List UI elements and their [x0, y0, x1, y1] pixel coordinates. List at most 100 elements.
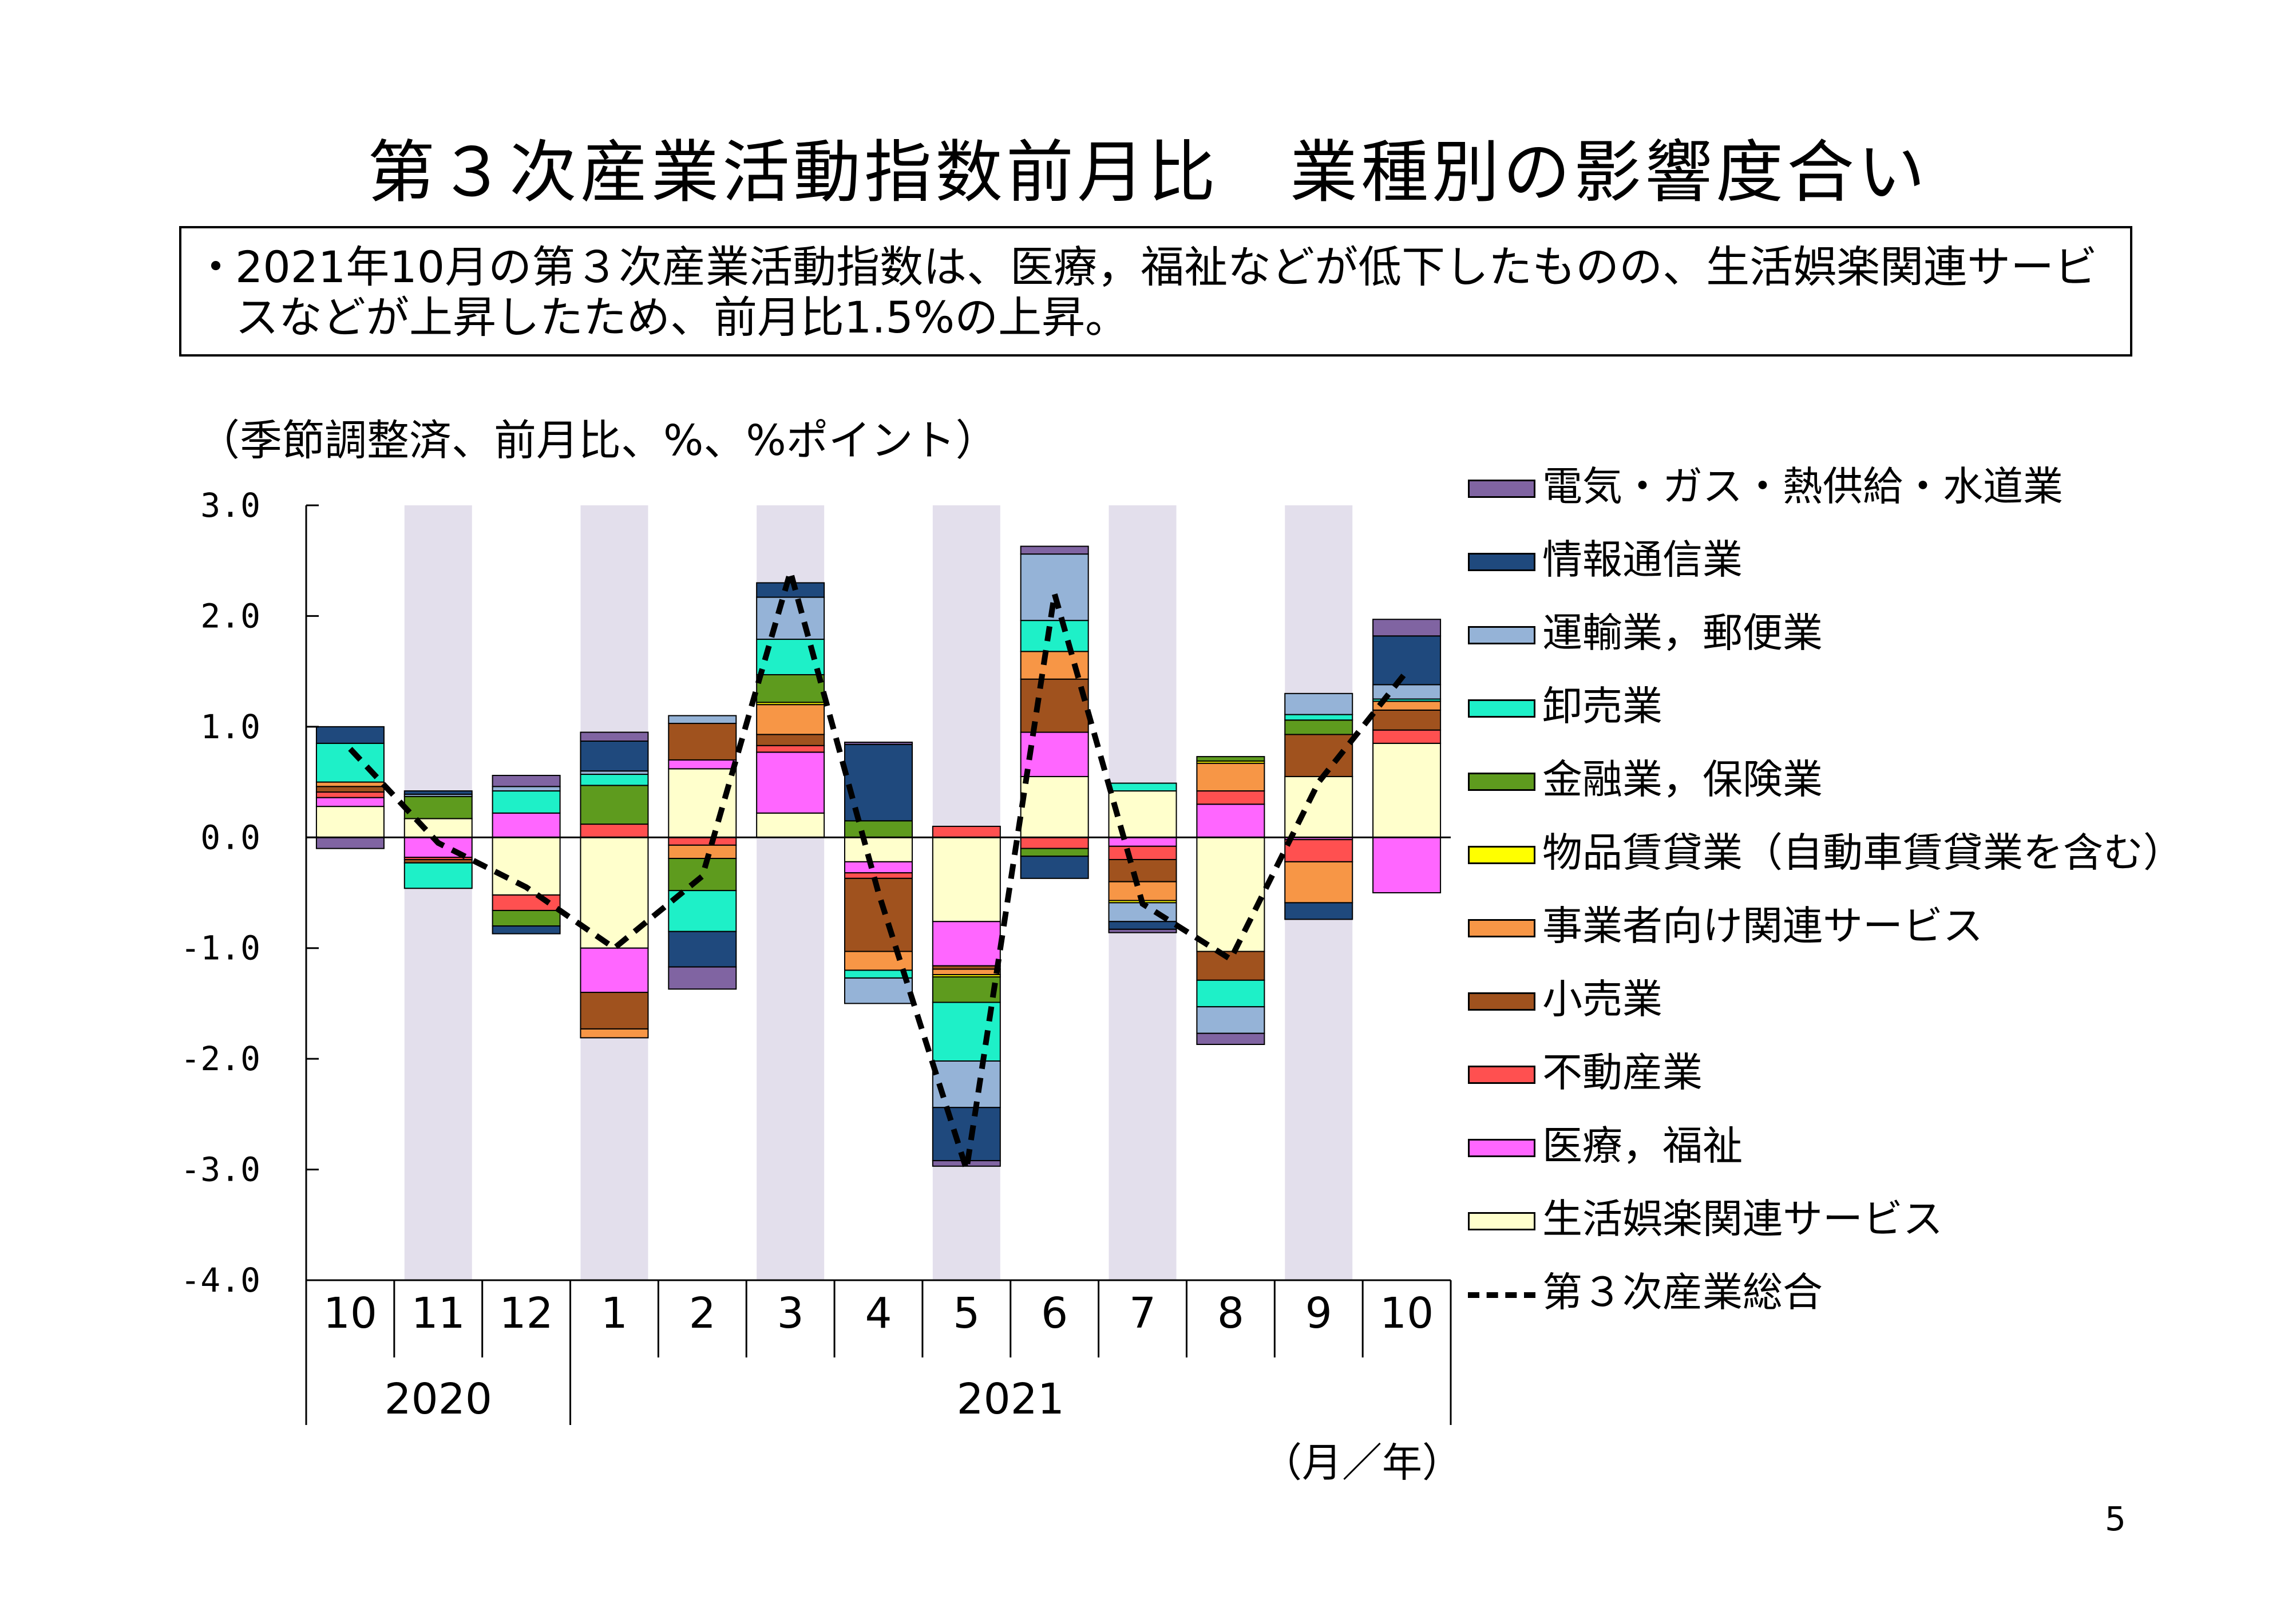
bar-segment: [1196, 790, 1265, 805]
summary-text: 2021年10月の第３次産業活動指数は、医療，福祉などが低下したものの、生活娯楽…: [235, 242, 2098, 343]
legend-line-swatch: [1468, 1292, 1535, 1298]
bar-segment: [756, 596, 825, 640]
bar-segment: [1020, 731, 1089, 777]
bar-segment: [1284, 861, 1353, 904]
legend-swatch: [1468, 1139, 1535, 1157]
legend-item: 医療，福祉: [1468, 1120, 2269, 1171]
bar-segment: [668, 931, 737, 968]
bar-segment: [1020, 837, 1089, 849]
legend-label: 第３次産業総合: [1542, 1269, 1823, 1316]
bar-segment: [1108, 928, 1177, 933]
x-tick-label: 8: [1217, 1289, 1244, 1338]
bar-segment: [1372, 837, 1442, 894]
bar-segment: [1372, 742, 1442, 838]
bar-segment: [668, 768, 737, 838]
bar-segment: [756, 734, 825, 746]
bar-segment: [1196, 756, 1265, 762]
summary-box: ・ 2021年10月の第３次産業活動指数は、医療，福祉などが低下したものの、生活…: [179, 226, 2132, 357]
axis-labels: 3.02.01.00.0-1.0-2.0-3.0-4.010 11 12 1 2 3 4 5 6…: [180, 486, 1434, 1424]
bar-segment: [844, 872, 913, 879]
y-tick-label: -2.0: [180, 1039, 260, 1078]
y-tick-label: -3.0: [180, 1150, 260, 1189]
bar-segment: [1284, 902, 1353, 920]
bar-segment: [492, 925, 561, 935]
bar-segment: [315, 791, 385, 798]
bar-segment: [1196, 979, 1265, 1008]
bar-segment: [756, 751, 825, 814]
x-tick-label: 11: [411, 1289, 465, 1338]
bar-segment: [1284, 719, 1353, 735]
bar-segment: [1196, 951, 1265, 981]
legend-label: 不動産業: [1542, 1049, 1703, 1096]
bar-segment: [580, 824, 649, 838]
legend-swatch: [1468, 699, 1535, 718]
bar-segment: [492, 790, 561, 814]
bar-stacks: [315, 545, 1442, 1167]
bar-segment: [756, 812, 825, 838]
legend-swatch: [1468, 992, 1535, 1011]
x-tick-label: 3: [777, 1289, 804, 1338]
bar-segment: [580, 947, 649, 993]
bar-segment: [668, 759, 737, 770]
bar-segment: [492, 786, 561, 792]
legend-label: 生活娯楽関連サービス: [1542, 1196, 1943, 1242]
bar-segment: [1372, 729, 1442, 744]
bar-segment: [315, 837, 385, 849]
y-tick-label: 0.0: [200, 818, 260, 857]
bar-segment: [1108, 845, 1177, 860]
bar-segment: [580, 1028, 649, 1039]
bar-segment: [580, 774, 649, 786]
bar-segment: [668, 966, 737, 990]
legend-label: 電気・ガス・熱供給・水道業: [1542, 463, 2063, 510]
legend-item: 物品賃貸業（自動車賃貸業を含む）: [1468, 827, 2269, 878]
year-group-label: 2020: [385, 1375, 492, 1424]
bar-segment: [1108, 921, 1177, 930]
legend-swatch: [1468, 773, 1535, 791]
bar-segment: [1196, 1032, 1265, 1045]
x-tick-label: 5: [953, 1289, 980, 1338]
legend-item: 不動産業: [1468, 1047, 2269, 1098]
legend-swatch: [1468, 1066, 1535, 1084]
unit-note: （季節調整済、前月比、%、%ポイント）: [197, 416, 998, 465]
bar-segment: [756, 704, 825, 735]
bar-segment: [932, 921, 1001, 967]
bar-segment: [580, 992, 649, 1030]
legend-item: 事業者向け関連サービス: [1468, 900, 2269, 952]
y-tick-label: 3.0: [200, 486, 260, 525]
bar-segment: [844, 977, 913, 1004]
x-tick-label: 7: [1129, 1289, 1156, 1338]
bar-segment: [668, 723, 737, 761]
bar-segment: [403, 790, 473, 795]
legend-item: 第３次産業総合: [1468, 1266, 2269, 1318]
bar-segment: [668, 844, 737, 860]
y-tick-label: -4.0: [180, 1261, 260, 1300]
bar-segment: [1020, 848, 1089, 857]
bar-segment: [932, 825, 1001, 838]
legend-item: 金融業，保険業: [1468, 754, 2269, 805]
legend-swatch: [1468, 480, 1535, 498]
bar-segment: [492, 894, 561, 911]
legend-item: 情報通信業: [1468, 534, 2269, 585]
legend-item: 電気・ガス・熱供給・水道業: [1468, 461, 2269, 512]
legend-swatch: [1468, 846, 1535, 864]
bar-segment: [844, 951, 913, 971]
bar-segment: [668, 837, 737, 846]
bar-segment: [756, 674, 825, 703]
legend-swatch: [1468, 553, 1535, 571]
x-tick-label: 10: [323, 1289, 377, 1338]
legend-item: 卸売業: [1468, 680, 2269, 732]
bar-segment: [1196, 762, 1265, 792]
x-tick-label: 9: [1305, 1289, 1332, 1338]
x-tick-label: 6: [1041, 1289, 1068, 1338]
legend-label: 小売業: [1542, 976, 1662, 1023]
bar-segment: [403, 795, 473, 820]
bar-segment: [932, 1060, 1001, 1109]
bar-segment: [1284, 692, 1353, 715]
legend-swatch: [1468, 919, 1535, 937]
page-title: 第３次産業活動指数前月比 業種別の影響度合い: [367, 133, 1929, 212]
bar-segment: [1372, 619, 1442, 637]
bar-segment: [932, 976, 1001, 1003]
bar-segment: [1108, 858, 1177, 882]
x-tick-label: 4: [865, 1289, 892, 1338]
